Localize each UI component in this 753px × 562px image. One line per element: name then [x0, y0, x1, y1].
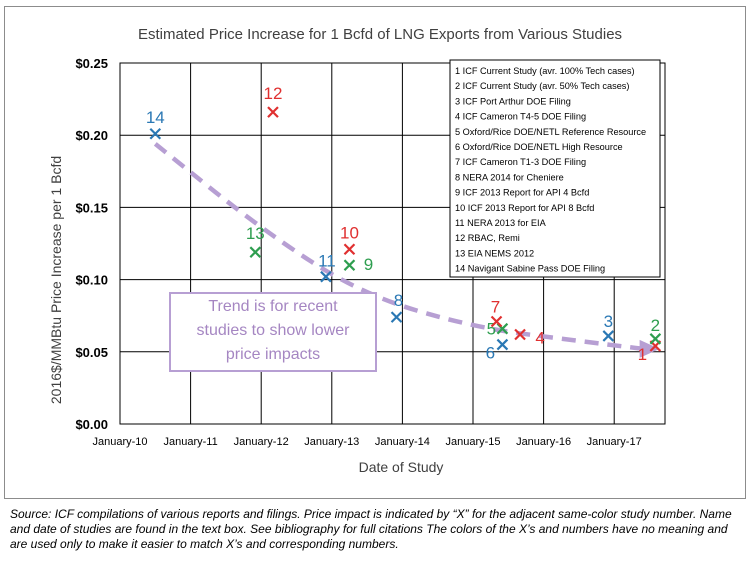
trend-text-line: Trend is for recent	[208, 298, 338, 315]
point-2-marker	[649, 333, 662, 345]
point-x-stroke	[249, 246, 262, 258]
point-13-marker	[249, 246, 262, 258]
legend: 1 ICF Current Study (avr. 100% Tech case…	[449, 59, 661, 278]
point-12-marker	[267, 106, 279, 118]
chart: Estimated Price Increase for 1 Bcfd of L…	[48, 26, 666, 475]
y-tick-label: $0.10	[75, 273, 108, 288]
x-axis-ticks: January-10 January-11 January-12 January-13…	[92, 436, 641, 448]
legend-entry: 14 Navigant Sabine Pass DOE Filing	[455, 264, 605, 274]
point-x-stroke	[649, 333, 662, 345]
point-3-label: 3	[604, 312, 613, 331]
point-13-label: 13	[246, 224, 265, 243]
point-x-stroke	[267, 106, 279, 118]
point-x-stroke	[343, 243, 356, 256]
y-tick-label: $0.15	[75, 200, 108, 215]
point-7-label: 7	[491, 297, 500, 316]
point-x-stroke	[602, 330, 615, 342]
legend-entry: 9 ICF 2013 Report for API 4 Bcfd	[455, 188, 589, 198]
point-10-marker	[343, 243, 356, 256]
x-tick-label: January-10	[92, 436, 147, 448]
x-tick-label: January-14	[375, 436, 430, 448]
legend-entry: 3 ICF Port Arthur DOE Filing	[455, 96, 571, 106]
legend-entry: 8 NERA 2014 for Cheniere	[455, 172, 564, 182]
point-x-stroke	[496, 338, 509, 351]
y-tick-label: $0.05	[75, 345, 108, 360]
point-11-marker	[320, 270, 332, 283]
trend-text-line: price impacts	[226, 346, 320, 363]
point-9-marker	[343, 259, 356, 271]
x-tick-label: January-15	[445, 436, 500, 448]
point-1-label: 1	[638, 345, 647, 364]
point-9-label: 9	[364, 255, 373, 274]
legend-entry: 12 RBAC, Remi	[455, 233, 520, 243]
point-x-stroke	[343, 259, 356, 271]
x-tick-label: January-16	[516, 436, 571, 448]
point-10-label: 10	[340, 223, 359, 242]
x-tick-label: January-12	[234, 436, 289, 448]
point-x-stroke	[514, 328, 526, 341]
legend-entry: 4 ICF Cameron T4-5 DOE Filing	[455, 112, 586, 122]
trend-text-line: studies to show lower	[197, 322, 351, 339]
point-14-label: 14	[146, 108, 165, 127]
x-tick-label: January-17	[587, 436, 642, 448]
point-12-label: 12	[264, 84, 283, 103]
legend-entry: 10 ICF 2013 Report for API 8 Bcfd	[455, 203, 594, 213]
point-14-marker	[149, 127, 162, 140]
y-tick-label: $0.20	[75, 128, 108, 143]
trend-box	[169, 292, 377, 372]
point-x-stroke	[496, 322, 509, 335]
y-axis-label: 2016$/MMBtu Price Increase per 1 Bcfd	[48, 156, 64, 404]
point-11-label: 11	[318, 252, 336, 271]
legend-entry: 2 ICF Current Study (avr. 50% Tech cases…	[455, 81, 629, 91]
legend-entry: 13 EIA NEMS 2012	[455, 248, 534, 258]
point-4-label: 4	[535, 328, 544, 347]
point-x-stroke	[320, 270, 332, 283]
point-6-label: 6	[486, 344, 495, 363]
x-axis-label: Date of Study	[359, 459, 444, 475]
point-8-label: 8	[394, 291, 403, 310]
legend-entry: 5 Oxford/Rice DOE/NETL Reference Resourc…	[455, 127, 646, 137]
trend-annotation: Trend is for recent studies to show lower…	[153, 142, 660, 372]
chart-title: Estimated Price Increase for 1 Bcfd of L…	[138, 26, 622, 43]
y-axis-ticks: $0.00 $0.05 $0.10 $0.15 $0.20 $0.25	[75, 56, 108, 432]
y-tick-label: $0.25	[75, 56, 108, 71]
point-4-marker	[514, 328, 526, 341]
point-7-marker	[490, 315, 503, 328]
x-tick-label: January-13	[304, 436, 359, 448]
point-x-stroke	[490, 315, 503, 328]
caption: Source: ICF compilations of various repo…	[10, 507, 732, 551]
legend-entry: 11 NERA 2013 for EIA	[455, 218, 547, 228]
y-tick-label: $0.00	[75, 417, 108, 432]
trend-arrow-line	[153, 142, 644, 352]
x-tick-label: January-11	[163, 436, 217, 448]
trend-arrow-head	[639, 339, 660, 358]
point-2-label: 2	[651, 316, 660, 335]
point-5-label: 5	[487, 320, 496, 339]
point-x-stroke	[149, 127, 162, 140]
point-6-marker	[496, 338, 509, 351]
point-3-marker	[602, 330, 615, 342]
legend-box	[449, 59, 661, 278]
legend-entry: 7 ICF Cameron T1-3 DOE Filing	[455, 157, 586, 167]
legend-entry: 1 ICF Current Study (avr. 100% Tech case…	[455, 66, 635, 76]
point-x-stroke	[390, 311, 403, 323]
point-8-marker	[390, 311, 403, 323]
legend-entry: 6 Oxford/Rice DOE/NETL High Resource	[455, 142, 623, 152]
